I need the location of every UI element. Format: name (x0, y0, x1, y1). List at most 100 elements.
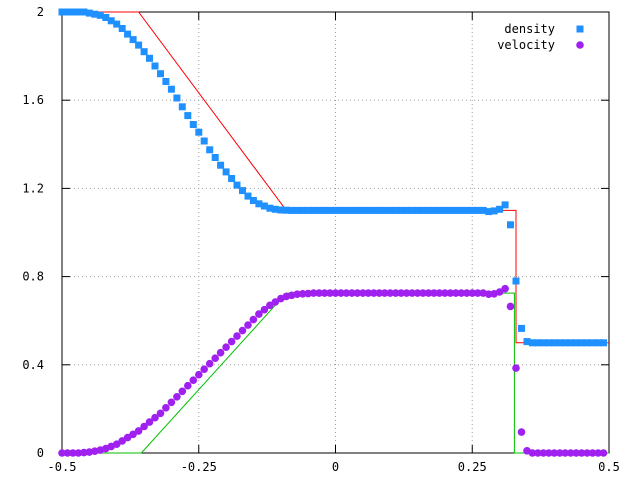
density-point (271, 205, 279, 213)
density-point (113, 20, 121, 28)
density-point (118, 25, 126, 32)
velocity-point (184, 381, 192, 390)
density-point (446, 206, 454, 214)
density-point (195, 128, 203, 136)
density-point (594, 339, 602, 347)
velocity-point (484, 290, 493, 299)
data-points (58, 8, 608, 457)
velocity-point (348, 289, 356, 297)
velocity-point (588, 449, 597, 457)
velocity-point (244, 321, 252, 329)
velocity-point (413, 289, 422, 297)
velocity-point (506, 302, 515, 311)
density-point (293, 206, 301, 214)
density-point (96, 11, 104, 19)
x-tick-label: 0.5 (598, 460, 620, 474)
density-point (299, 206, 307, 214)
density-point (64, 8, 71, 16)
density-point (184, 112, 192, 120)
density-point (315, 206, 323, 214)
velocity-point (69, 449, 77, 457)
velocity-point (391, 289, 400, 297)
y-tick-label: 2 (37, 5, 44, 19)
density-point (468, 206, 476, 214)
density-point (91, 10, 99, 18)
density-point (419, 206, 427, 214)
density-point (539, 339, 547, 347)
velocity-point (539, 449, 548, 457)
density-point (583, 339, 591, 347)
density-point (58, 8, 66, 16)
velocity-point (129, 430, 137, 439)
density-point (337, 206, 345, 214)
velocity-point (402, 289, 411, 297)
y-tick-label: 0.8 (22, 270, 44, 284)
legend-label-velocity: velocity (497, 38, 555, 52)
density-point (85, 9, 93, 17)
density-point (332, 206, 339, 214)
velocity-point (430, 289, 438, 297)
density-point (173, 94, 181, 102)
density-point (364, 206, 372, 214)
velocity-point (375, 289, 384, 297)
velocity-point (370, 289, 378, 297)
density-point (162, 78, 170, 85)
density-point (80, 8, 88, 16)
velocity-point (386, 289, 395, 297)
x-tick-label: 0 (332, 460, 339, 474)
velocity-point (156, 409, 165, 418)
x-tick-label: -0.5 (48, 460, 77, 474)
density-point (326, 206, 334, 214)
velocity-point (468, 289, 477, 297)
density-point (157, 70, 164, 78)
density-point (452, 206, 460, 214)
density-point (474, 206, 482, 214)
velocity-point (222, 343, 230, 352)
density-point (348, 206, 356, 214)
density-point (353, 206, 361, 214)
velocity-point (446, 289, 455, 297)
density-point (74, 8, 82, 16)
velocity-point (211, 354, 219, 363)
velocity-point (74, 449, 83, 457)
density-point (545, 339, 553, 347)
density-point (386, 206, 394, 214)
velocity-point (501, 284, 509, 293)
density-point (392, 206, 400, 214)
velocity-point (512, 364, 520, 372)
density-point (370, 206, 378, 214)
velocity-point (331, 289, 340, 297)
velocity-point (260, 305, 269, 314)
density-point (140, 48, 148, 56)
velocity-point (342, 289, 351, 297)
density-point (528, 339, 536, 347)
y-tick-label: 0 (37, 446, 44, 460)
density-point (479, 206, 487, 214)
density-point (69, 8, 77, 16)
density-point (282, 206, 290, 214)
density-point (578, 339, 586, 347)
density-point (403, 206, 411, 214)
density-point (534, 339, 542, 347)
velocity-point (556, 449, 564, 457)
density-point (342, 206, 350, 214)
density-point (512, 277, 520, 285)
y-tick-label: 1.2 (22, 181, 44, 195)
series-density (58, 8, 607, 347)
velocity-point (238, 326, 247, 335)
velocity-point (326, 289, 334, 297)
density-point (600, 339, 607, 347)
density-point (490, 207, 498, 215)
velocity-point (435, 289, 444, 297)
velocity-point (566, 449, 575, 457)
density-point (550, 339, 558, 347)
velocity-point (249, 315, 258, 324)
density-point (381, 206, 389, 214)
x-tick-label: 0.25 (458, 460, 487, 474)
velocity-point (495, 288, 504, 296)
velocity-point (304, 289, 312, 298)
density-point (572, 339, 580, 347)
velocity-point (408, 289, 416, 297)
velocity-point (380, 289, 389, 297)
